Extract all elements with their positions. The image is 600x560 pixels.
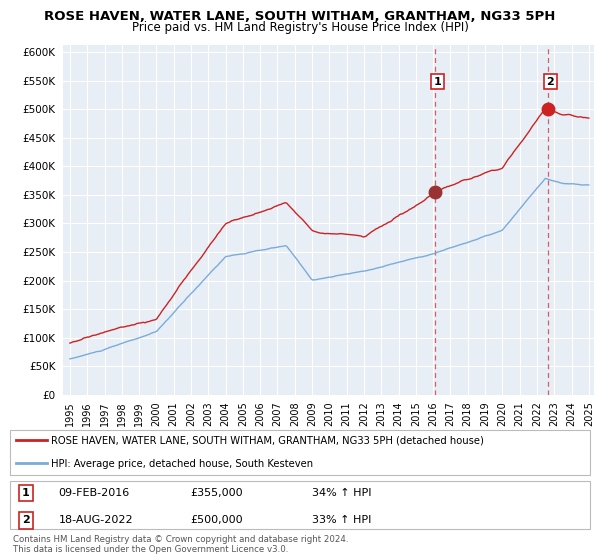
FancyBboxPatch shape: [10, 430, 590, 475]
FancyBboxPatch shape: [10, 481, 590, 529]
Text: 09-FEB-2016: 09-FEB-2016: [59, 488, 130, 498]
Text: ROSE HAVEN, WATER LANE, SOUTH WITHAM, GRANTHAM, NG33 5PH: ROSE HAVEN, WATER LANE, SOUTH WITHAM, GR…: [44, 10, 556, 22]
Text: 34% ↑ HPI: 34% ↑ HPI: [312, 488, 372, 498]
Text: £355,000: £355,000: [190, 488, 242, 498]
Text: HPI: Average price, detached house, South Kesteven: HPI: Average price, detached house, Sout…: [51, 459, 313, 469]
Text: Price paid vs. HM Land Registry's House Price Index (HPI): Price paid vs. HM Land Registry's House …: [131, 21, 469, 34]
Text: ROSE HAVEN, WATER LANE, SOUTH WITHAM, GRANTHAM, NG33 5PH (detached house): ROSE HAVEN, WATER LANE, SOUTH WITHAM, GR…: [51, 436, 484, 446]
Text: 33% ↑ HPI: 33% ↑ HPI: [312, 515, 371, 525]
Text: 1: 1: [22, 488, 29, 498]
Text: Contains HM Land Registry data © Crown copyright and database right 2024.
This d: Contains HM Land Registry data © Crown c…: [13, 535, 349, 554]
Text: £500,000: £500,000: [190, 515, 242, 525]
Text: 18-AUG-2022: 18-AUG-2022: [59, 515, 133, 525]
Text: 2: 2: [547, 77, 554, 87]
Text: 1: 1: [434, 77, 442, 87]
Text: 2: 2: [22, 515, 29, 525]
